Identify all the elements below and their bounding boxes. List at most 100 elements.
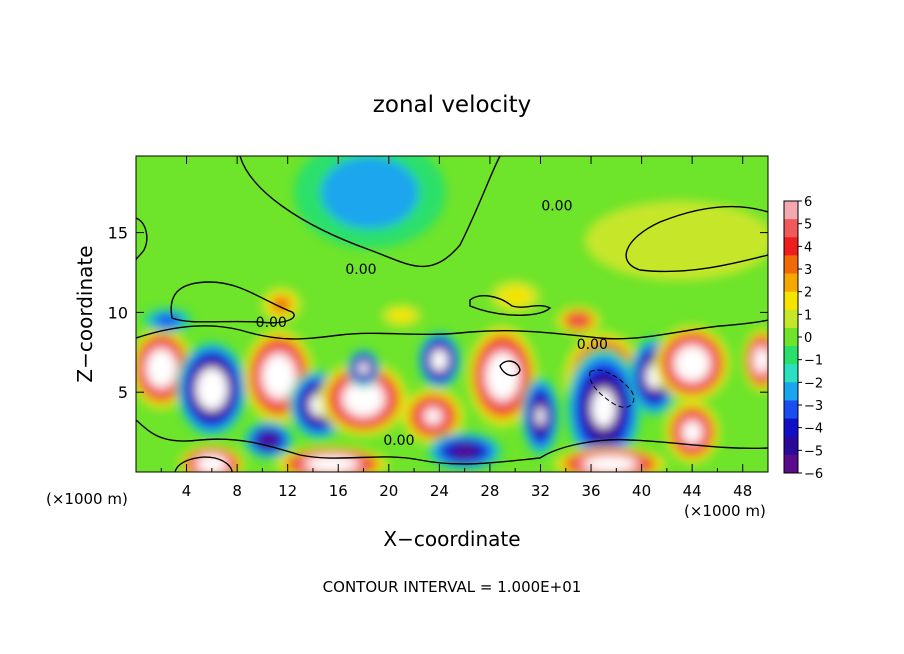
colorbar-segment-13 xyxy=(784,436,798,456)
field-blob-18 xyxy=(553,446,667,472)
field-blob-18-level-9 xyxy=(600,461,620,467)
plot-area: 0.00 0.00 0.00 0.00 0.00 xyxy=(136,156,768,472)
colorbar-segment-8 xyxy=(784,346,798,365)
field-blob-19 xyxy=(426,432,503,471)
field-blob-9-level-6 xyxy=(536,406,545,426)
field-blob-15 xyxy=(742,328,768,393)
field-blob-17 xyxy=(275,446,389,472)
field-blob-23-level-4 xyxy=(571,315,586,325)
colorbar-segment-6 xyxy=(784,309,798,329)
zero-contours xyxy=(136,156,768,472)
contour-zero-interface xyxy=(136,319,768,340)
contour-zero-left xyxy=(136,217,148,261)
field-blob-14 xyxy=(664,400,720,465)
contour-zero-right xyxy=(625,205,768,273)
field-blob-5 xyxy=(347,349,380,388)
x-tick-label-5: 24 xyxy=(430,482,449,500)
x-tick-label-10: 44 xyxy=(683,482,702,500)
field-blob-24 xyxy=(489,280,541,313)
field-blob-27 xyxy=(584,200,768,281)
field-blob-24-level-1 xyxy=(498,286,532,307)
colorbar-segment-9 xyxy=(784,364,798,383)
field-blob-11 xyxy=(565,347,642,469)
contour-zero-mid-left xyxy=(170,281,295,324)
chart-title: zonal velocity xyxy=(373,92,531,118)
x-tick-label-3: 16 xyxy=(329,482,348,500)
field-blob-6 xyxy=(417,331,461,390)
contour-zero-upper xyxy=(239,156,501,268)
x-tick-label-0: 4 xyxy=(182,482,192,500)
contour-negative-dashed xyxy=(589,369,635,408)
field-blob-8-level-9 xyxy=(496,367,509,385)
field-blob-6-level-8 xyxy=(435,355,444,366)
field-blob-27-level-0 xyxy=(584,200,768,281)
colorbar-tick-label-2: 4 xyxy=(804,240,812,255)
field-blob-15-level-8 xyxy=(758,354,766,367)
colorbar-segment-2 xyxy=(784,237,798,256)
contour-label-4: 0.00 xyxy=(383,433,414,449)
x-tick-label-1: 8 xyxy=(232,482,242,500)
field-blob-20 xyxy=(243,420,294,460)
field-blob-9 xyxy=(521,376,560,457)
field-blob-1-level-9 xyxy=(205,381,218,397)
contour-label-0: 0.00 xyxy=(345,262,376,278)
contour-white-core xyxy=(499,360,521,377)
colorbar: 6 5 4 3 2 1 0 −1 −2 −3 −4 −5 −6 xyxy=(783,195,823,482)
colorbar-segment-11 xyxy=(784,400,798,420)
colorbar-tick-label-6: 0 xyxy=(804,331,812,346)
field-blob-1 xyxy=(176,341,248,437)
colorbar-segment-14 xyxy=(784,454,798,474)
field-blob-17-level-9 xyxy=(322,461,342,467)
field-blob-13 xyxy=(654,325,731,402)
colorbar-tick-label-4: 2 xyxy=(804,286,812,301)
colorbar-segment-7 xyxy=(784,327,798,347)
field-blob-5-level-7 xyxy=(360,364,367,373)
x-unit-left: (×1000 m) xyxy=(46,490,128,508)
field-blob-22-level-1 xyxy=(388,308,415,323)
x-tick-label-11: 48 xyxy=(733,482,752,500)
colorbar-segment-4 xyxy=(784,273,798,293)
plot-frame xyxy=(135,155,769,473)
x-tick-label-2: 12 xyxy=(278,482,297,500)
colorbar-tick-label-7: −1 xyxy=(804,354,823,369)
field-blob-26-level-1 xyxy=(321,156,419,229)
colorbar-segment-10 xyxy=(784,382,798,401)
field-blob-25-level-2 xyxy=(155,314,180,327)
contour-labels: 0.00 0.00 0.00 0.00 0.00 xyxy=(256,198,608,449)
field-blob-16 xyxy=(178,444,245,472)
x-unit-right: (×1000 m) xyxy=(684,502,766,520)
field-blob-2-level-9 xyxy=(272,368,285,385)
y-tick-label-2: 15 xyxy=(108,224,128,243)
field-blob-19-level-5 xyxy=(454,446,475,457)
field-blob-0-level-9 xyxy=(156,361,167,376)
field-blob-14-level-7 xyxy=(686,425,698,439)
colorbar-segment-3 xyxy=(784,255,798,275)
colorbar-tick-label-9: −3 xyxy=(804,399,823,414)
field-blob-11-level-7 xyxy=(595,395,612,421)
colorbar-tick-label-12: −6 xyxy=(804,467,823,482)
x-tick-label-7: 32 xyxy=(531,482,550,500)
contour-label-2: 0.00 xyxy=(256,315,287,331)
colorbar-segment-0 xyxy=(784,201,798,220)
colorbar-tick-label-10: −4 xyxy=(804,422,823,437)
field-blob-23 xyxy=(555,306,602,335)
field-blob-26 xyxy=(294,156,446,249)
field-blob-4 xyxy=(319,360,408,437)
field-blob-16-level-9 xyxy=(206,460,218,468)
field-blob-4-level-9 xyxy=(356,392,371,405)
y-axis-label: Z−coordinate xyxy=(73,245,97,382)
colorbar-segment-5 xyxy=(784,291,798,311)
contour-label-1: 0.00 xyxy=(541,198,572,214)
x-tick-label-6: 28 xyxy=(480,482,499,500)
field-blob-21-level-2 xyxy=(271,296,291,313)
velocity-field xyxy=(136,156,768,472)
contour-label-3: 0.00 xyxy=(577,337,608,353)
colorbar-tick-label-0: 6 xyxy=(804,195,812,210)
colorbar-tick-label-5: 1 xyxy=(804,308,812,323)
colorbar-segment-12 xyxy=(784,418,798,438)
x-axis-label: X−coordinate xyxy=(383,527,520,551)
y-axis-ticks: 5 10 15 xyxy=(108,224,768,402)
field-blob-20-level-5 xyxy=(262,435,276,446)
contour-zero-bottom-left xyxy=(174,456,233,472)
